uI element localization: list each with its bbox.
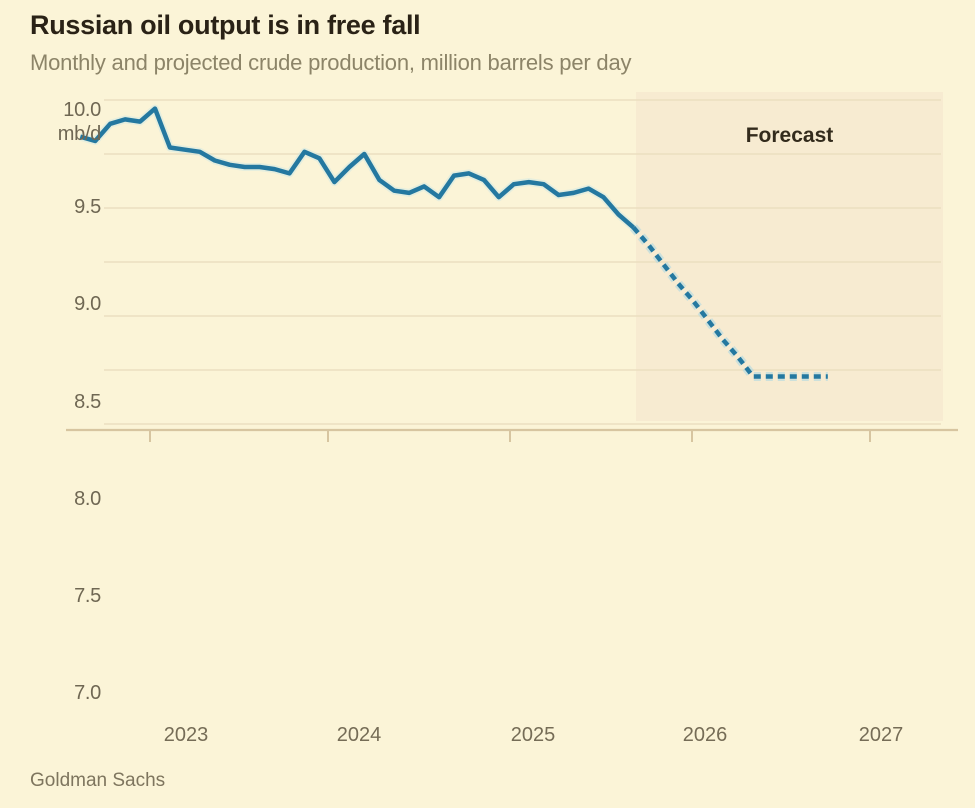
y-tick-label: 7.0: [74, 682, 101, 705]
chart-title: Russian oil output is in free fall: [30, 10, 421, 40]
y-tick-label: 8.0: [74, 487, 101, 510]
forecast-label: Forecast: [745, 124, 834, 147]
y-tick-label: 9.5: [74, 196, 101, 219]
y-tick-label: 10.0: [63, 99, 101, 121]
forecast-shaded-region: [636, 92, 943, 421]
chart-subtitle: Monthly and projected crude production, …: [30, 50, 632, 75]
y-tick-label: 7.5: [74, 585, 101, 607]
y-tick-label: 8.5: [74, 390, 101, 413]
x-tick-label: 2024: [336, 724, 382, 746]
x-tick-label: 2023: [163, 724, 209, 746]
forecast-line-halo: [629, 224, 828, 381]
y-tick-label: 9.0: [74, 293, 101, 316]
history-line: [79, 106, 635, 230]
x-tick-label: 2025: [510, 724, 556, 746]
forecast-line: [631, 225, 828, 379]
y-axis-unit-label: mb/d: [57, 123, 102, 145]
x-tick-label: 2027: [858, 724, 904, 746]
x-tick-label: 2026: [682, 724, 728, 746]
source-label: Goldman Sachs: [30, 770, 166, 791]
